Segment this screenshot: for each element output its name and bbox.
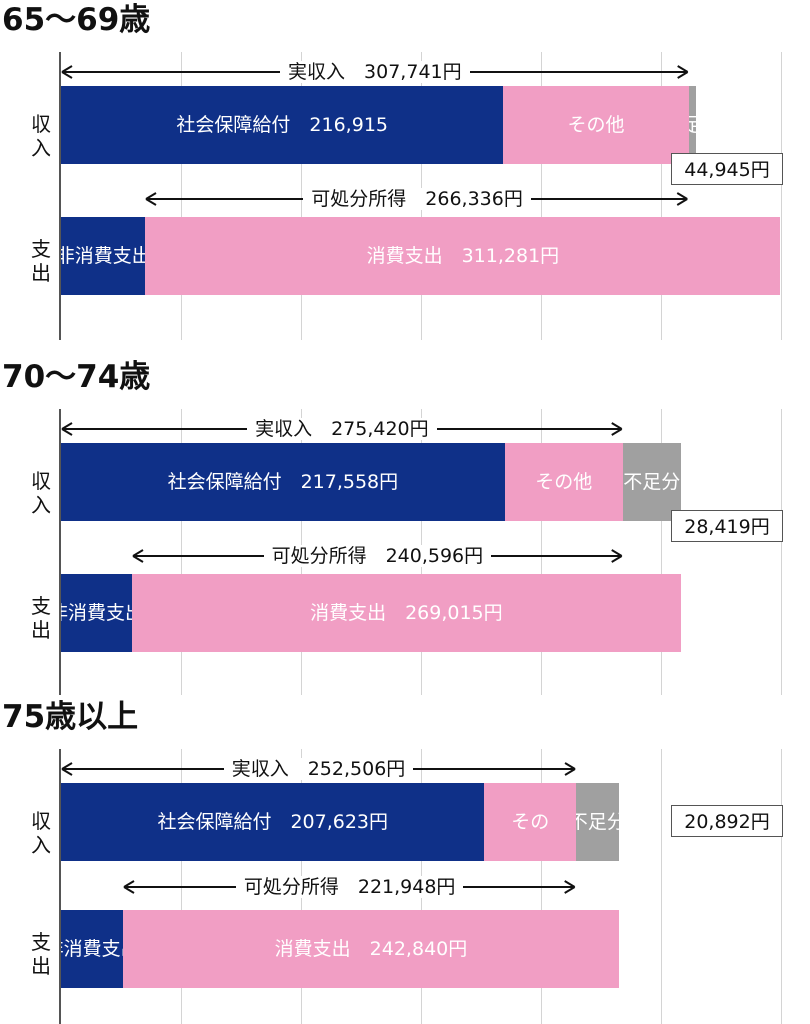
income-bar-3: 不足分: [622, 443, 681, 521]
shortfall-box: 20,892円: [671, 805, 783, 837]
y-axis: [59, 409, 61, 695]
gridline: [781, 52, 782, 340]
gridline: [661, 409, 662, 695]
disposable-income-arrow-label: 可処分所得 240,596円: [132, 544, 623, 568]
gridline: [781, 409, 782, 695]
expense-row-label: 支出: [31, 930, 51, 978]
disposable-income-arrow: 可処分所得 240,596円: [132, 544, 623, 568]
disposable-income-arrow: 可処分所得 221,948円: [123, 875, 576, 899]
actual-income-arrow-label: 実収入 275,420円: [61, 417, 623, 441]
income-bar-1: 社会保障給付 207,623円: [61, 783, 485, 861]
actual-income-arrow-text: 実収入 307,741円: [280, 61, 470, 83]
actual-income-arrow-label: 実収入 307,741円: [61, 60, 689, 84]
panel-title: 65〜69歳: [2, 2, 151, 38]
expense-bar-1: 非消費支出: [61, 217, 146, 295]
disposable-income-arrow-text: 可処分所得 221,948円: [235, 876, 464, 898]
actual-income-arrow: 実収入 275,420円: [61, 417, 623, 441]
gridline: [301, 52, 302, 340]
expense-row-label: 支出: [31, 237, 51, 285]
y-axis: [59, 749, 61, 1024]
income-row-label: 収入: [31, 469, 51, 517]
expense-row-label: 支出: [31, 594, 51, 642]
gridline: [541, 409, 542, 695]
income-bar-1: 社会保障給付 216,915: [61, 86, 504, 164]
panel-title: 75歳以上: [2, 699, 139, 735]
income-bar-2: その他: [503, 86, 689, 164]
income-bar-3: 不足分: [688, 86, 696, 164]
y-axis: [59, 52, 61, 340]
actual-income-arrow: 実収入 307,741円: [61, 60, 689, 84]
gridline: [661, 52, 662, 340]
disposable-income-arrow-label: 可処分所得 221,948円: [123, 875, 576, 899]
actual-income-arrow-label: 実収入 252,506円: [61, 757, 576, 781]
actual-income-arrow-text: 実収入 252,506円: [223, 758, 414, 780]
disposable-income-arrow-text: 可処分所得 240,596円: [263, 545, 492, 567]
actual-income-arrow: 実収入 252,506円: [61, 757, 576, 781]
income-row-label: 収入: [31, 112, 51, 160]
income-bar-2: その他: [504, 443, 623, 521]
gridline: [181, 409, 182, 695]
income-bar-3: 不足分: [576, 783, 619, 861]
panel-title: 70〜74歳: [2, 359, 151, 395]
chart-panel-2: 70〜74歳収入支出 実収入 275,420円社会保障給付 217,558円 その他…: [0, 357, 810, 695]
income-bar-2: その: [484, 783, 576, 861]
shortfall-box: 28,419円: [671, 510, 783, 542]
expense-bar-2: 消費支出 269,015円: [132, 574, 681, 652]
gridline: [541, 52, 542, 340]
disposable-income-arrow-text: 可処分所得 266,336円: [303, 188, 531, 210]
gridline: [181, 52, 182, 340]
shortfall-box: 44,945円: [671, 153, 783, 185]
chart-panel-3: 75歳以上収入支出 実収入 252,506円社会保障給付 207,623円 その不足…: [0, 697, 810, 1024]
actual-income-arrow-text: 実収入 275,420円: [247, 418, 437, 440]
disposable-income-arrow: 可処分所得 266,336円: [145, 187, 689, 211]
disposable-income-arrow-label: 可処分所得 266,336円: [145, 187, 688, 211]
income-bar-1: 社会保障給付 217,558円: [61, 443, 505, 521]
expense-bar-2: 消費支出 242,840円: [123, 910, 619, 988]
income-row-label: 収入: [31, 809, 51, 857]
gridline: [661, 749, 662, 1024]
expense-bar-2: 消費支出 311,281円: [145, 217, 781, 295]
gridline: [781, 749, 782, 1024]
